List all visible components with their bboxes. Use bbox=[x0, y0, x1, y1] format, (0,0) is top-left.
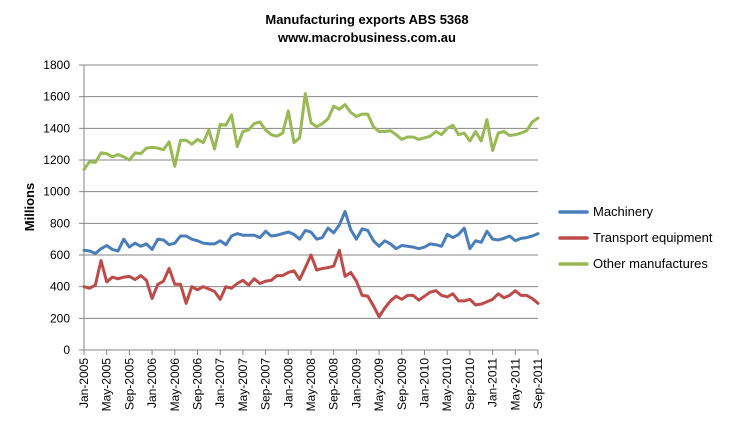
y-axis-label: Millions bbox=[22, 183, 37, 231]
x-tick-label: Sep-2008 bbox=[327, 358, 341, 410]
axes bbox=[79, 64, 539, 355]
y-tick-label: 800 bbox=[50, 216, 70, 230]
y-tick-label: 600 bbox=[50, 248, 70, 262]
legend-label-other-manufactures: Other manufactures bbox=[593, 256, 708, 271]
x-tick-label: Jan-2005 bbox=[77, 358, 91, 408]
legend-label-machinery: Machinery bbox=[593, 204, 653, 219]
chart-subtitle: www.macrobusiness.com.au bbox=[277, 30, 456, 45]
x-tick-label: Jan-2010 bbox=[418, 358, 432, 408]
y-tick-label: 1600 bbox=[43, 90, 70, 104]
series-lines bbox=[82, 92, 540, 319]
x-tick-label: Sep-2011 bbox=[531, 358, 545, 409]
gridlines bbox=[84, 64, 538, 319]
y-tick-label: 1400 bbox=[43, 121, 70, 135]
x-tick-label: Jan-2011 bbox=[486, 358, 500, 407]
x-tick-label: Jan-2008 bbox=[281, 358, 295, 408]
legend-label-transport-equipment: Transport equipment bbox=[593, 230, 713, 245]
x-tick-label: May-2010 bbox=[440, 358, 454, 412]
x-tick-label: May-2009 bbox=[372, 358, 386, 412]
legend: Machinery Transport equipment Other manufa… bbox=[558, 204, 713, 271]
y-tick-label: 400 bbox=[50, 280, 70, 294]
x-tick-labels: Jan-2005 May-2005 Sep-2005 Jan-2006 May-2006… bbox=[77, 358, 545, 412]
x-tick-label: Sep-2007 bbox=[259, 358, 273, 410]
x-tick-label: May-2005 bbox=[100, 358, 114, 412]
x-tick-label: Jan-2006 bbox=[145, 358, 159, 408]
series-line-transport-equipment bbox=[82, 248, 540, 319]
x-tick-label: Sep-2006 bbox=[191, 358, 205, 410]
x-tick-label: May-2008 bbox=[304, 358, 318, 412]
y-tick-label: 200 bbox=[50, 311, 70, 325]
x-tick-label: May-2006 bbox=[168, 358, 182, 412]
x-tick-label: Sep-2009 bbox=[395, 358, 409, 410]
y-tick-label: 1200 bbox=[43, 153, 70, 167]
y-tick-label: 1800 bbox=[43, 58, 70, 72]
series-line-other-manufactures bbox=[82, 92, 540, 171]
x-tick-label: Jan-2007 bbox=[213, 358, 227, 408]
x-tick-label: Sep-2010 bbox=[463, 358, 477, 410]
x-tick-label: May-2007 bbox=[236, 358, 250, 412]
chart-title: Manufacturing exports ABS 5368 bbox=[265, 12, 468, 27]
y-tick-label: 0 bbox=[63, 343, 70, 357]
x-tick-label: Sep-2005 bbox=[122, 358, 136, 410]
y-tick-labels: 0 200 400 600 800 1000 1200 1400 1600 1800 bbox=[43, 58, 70, 357]
y-tick-label: 1000 bbox=[43, 185, 70, 199]
series-line-machinery bbox=[82, 209, 540, 255]
x-tick-label: Jan-2009 bbox=[349, 358, 363, 408]
x-tick-label: May-2011 bbox=[508, 358, 522, 411]
